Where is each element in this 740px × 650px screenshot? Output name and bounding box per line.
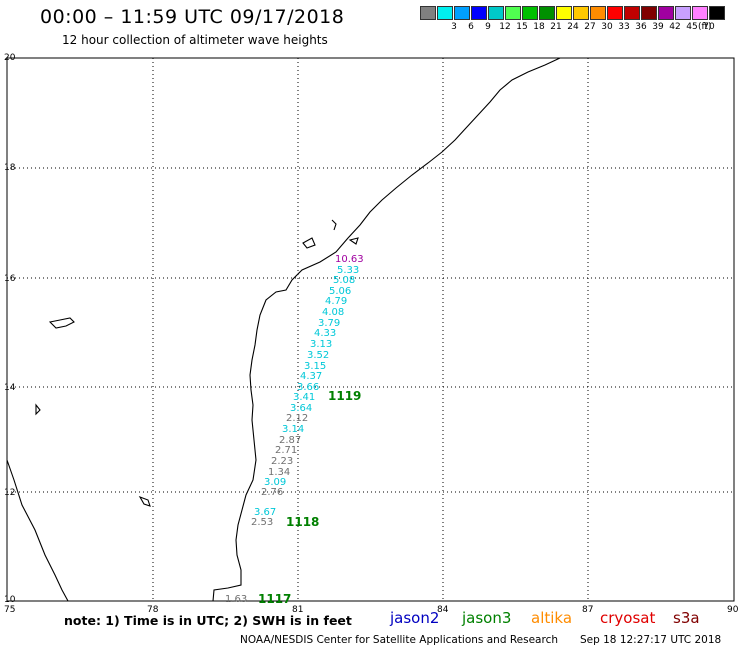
- y-tick-14: 14: [4, 383, 16, 393]
- legend-swatch: [522, 6, 538, 20]
- legend-swatch: [556, 6, 572, 20]
- wave-height-label: 2.76: [261, 487, 283, 498]
- east-india-coastline: [212, 57, 561, 602]
- wave-height-label: 3.14: [282, 424, 304, 435]
- legend-label: 6: [468, 22, 474, 32]
- wave-height-label: 5.08: [333, 275, 355, 286]
- wave-height-labels: 10.635.335.085.064.794.083.794.333.133.5…: [225, 254, 364, 605]
- wave-height-label: 3.79: [318, 318, 340, 329]
- legend-swatch: [437, 6, 453, 20]
- legend-swatch: [573, 6, 589, 20]
- wave-height-label: 2.87: [279, 435, 301, 446]
- legend-label: 9: [485, 22, 491, 32]
- legend-swatch: [488, 6, 504, 20]
- y-tick-10: 10: [4, 595, 16, 605]
- legend-swatch: [692, 6, 708, 20]
- lake-chilika: [302, 237, 316, 249]
- satellite-name-altika: altika: [531, 609, 573, 627]
- chart-title: 00:00 – 11:59 UTC 09/17/2018: [40, 6, 345, 28]
- map-frame: [6, 57, 735, 602]
- wave-height-label: 3.09: [264, 477, 286, 488]
- wave-height-label: 4.33: [314, 328, 336, 339]
- legend-label: 15: [516, 22, 528, 32]
- legend-swatch: [658, 6, 674, 20]
- legend-label: 30: [601, 22, 613, 32]
- legend-swatch: [590, 6, 606, 20]
- x-tick-75: 75: [4, 605, 15, 615]
- wave-height-label: 4.37: [300, 371, 322, 382]
- legend-swatch: [607, 6, 623, 20]
- legend-label: 18: [533, 22, 545, 32]
- wave-height-label: 5.06: [329, 286, 351, 297]
- y-tick-12: 12: [4, 488, 15, 498]
- wave-height-label: 3.67: [254, 507, 276, 518]
- legend-swatch: [675, 6, 691, 20]
- wave-height-label: 2.23: [271, 456, 293, 467]
- legend-unit: (ft): [698, 22, 712, 32]
- y-tick-18: 18: [4, 163, 16, 173]
- grid-lines: [7, 58, 734, 601]
- wave-height-label: 3.13: [310, 339, 332, 350]
- wave-height-label: 4.79: [325, 296, 347, 307]
- chart-subtitle: 12 hour collection of altimeter wave hei…: [62, 33, 328, 47]
- legend-label: 36: [635, 22, 647, 32]
- legend-label: 39: [652, 22, 664, 32]
- legend-label: 42: [669, 22, 681, 32]
- y-tick-16: 16: [4, 274, 16, 284]
- wave-height-label: 3.64: [290, 403, 312, 414]
- pass-labels: 1119 1118 1117: [258, 389, 361, 606]
- island-left: [48, 317, 75, 329]
- legend-swatch: [641, 6, 657, 20]
- pass-number-label: 1118: [286, 515, 319, 529]
- legend-swatch: [454, 6, 470, 20]
- island-small-left: [35, 403, 41, 416]
- y-tick-20: 20: [4, 53, 16, 63]
- legend-label: 45: [686, 22, 698, 32]
- wave-height-label: 3.15: [304, 361, 326, 372]
- satellite-name-jason2: jason2: [390, 609, 440, 627]
- legend-swatch: [539, 6, 555, 20]
- wave-height-label: 2.12: [286, 413, 308, 424]
- legend-label: 21: [550, 22, 562, 32]
- satellite-name-jason3: jason3: [462, 609, 512, 627]
- wave-height-label: 1.34: [268, 467, 290, 478]
- satellite-name-s3a: s3a: [673, 609, 700, 627]
- generated-timestamp: Sep 18 12:27:17 UTC 2018: [580, 634, 722, 646]
- wave-height-label: 3.52: [307, 350, 329, 361]
- legend-label: 24: [567, 22, 579, 32]
- island-north: [331, 219, 337, 231]
- wave-height-label: 2.53: [251, 517, 273, 528]
- x-tick-78: 78: [147, 605, 159, 615]
- sri-lanka-coastline: [6, 459, 69, 602]
- wave-height-label: 4.08: [322, 307, 344, 318]
- x-tick-84: 84: [437, 605, 449, 615]
- legend-swatch: [709, 6, 725, 20]
- legend-swatch: [505, 6, 521, 20]
- legend-label: 70: [703, 22, 715, 32]
- island-small-mid: [138, 495, 151, 507]
- wave-height-label: 3.66: [297, 382, 319, 393]
- credit-line: NOAA/NESDIS Center for Satellite Applica…: [240, 634, 558, 646]
- legend-label: 33: [618, 22, 630, 32]
- pass-number-label: 1117: [258, 592, 291, 606]
- pass-number-label: 1119: [328, 389, 361, 403]
- x-tick-87: 87: [582, 605, 593, 615]
- legend-swatch: [624, 6, 640, 20]
- wave-height-label: 2.71: [275, 445, 297, 456]
- legend-swatch: [471, 6, 487, 20]
- island-east: [348, 237, 359, 245]
- x-tick-90: 90: [727, 605, 739, 615]
- wave-height-label: 3.41: [293, 392, 315, 403]
- legend-swatch: [420, 6, 436, 20]
- x-tick-81: 81: [292, 605, 303, 615]
- legend-label: 27: [584, 22, 596, 32]
- satellite-name-cryosat: cryosat: [600, 609, 656, 627]
- wave-height-label: 5.33: [337, 265, 359, 276]
- wave-height-label: 1.63: [225, 594, 247, 605]
- footer-note: note: 1) Time is in UTC; 2) SWH is in fe…: [64, 613, 352, 628]
- legend-label: 3: [451, 22, 457, 32]
- wave-height-label: 10.63: [335, 254, 364, 265]
- legend-label: 12: [499, 22, 511, 32]
